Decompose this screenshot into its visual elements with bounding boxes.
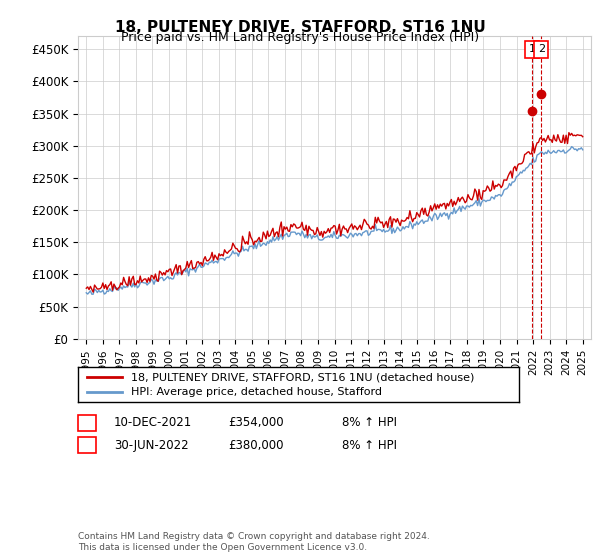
Text: 8% ↑ HPI: 8% ↑ HPI	[342, 438, 397, 452]
Text: 2: 2	[83, 438, 91, 452]
Text: £380,000: £380,000	[228, 438, 284, 452]
Text: HPI: Average price, detached house, Stafford: HPI: Average price, detached house, Staf…	[131, 388, 382, 398]
Text: 1: 1	[83, 416, 91, 430]
Text: 18, PULTENEY DRIVE, STAFFORD, ST16 1NU: 18, PULTENEY DRIVE, STAFFORD, ST16 1NU	[115, 20, 485, 35]
Text: 1: 1	[529, 44, 536, 54]
Text: 18, PULTENEY DRIVE, STAFFORD, ST16 1NU (detached house): 18, PULTENEY DRIVE, STAFFORD, ST16 1NU (…	[131, 372, 474, 382]
Text: 8% ↑ HPI: 8% ↑ HPI	[342, 416, 397, 430]
Text: 2: 2	[538, 44, 545, 54]
Text: 10-DEC-2021: 10-DEC-2021	[114, 416, 192, 430]
Text: Price paid vs. HM Land Registry's House Price Index (HPI): Price paid vs. HM Land Registry's House …	[121, 31, 479, 44]
Text: £354,000: £354,000	[228, 416, 284, 430]
Text: 30-JUN-2022: 30-JUN-2022	[114, 438, 188, 452]
Text: Contains HM Land Registry data © Crown copyright and database right 2024.
This d: Contains HM Land Registry data © Crown c…	[78, 532, 430, 552]
